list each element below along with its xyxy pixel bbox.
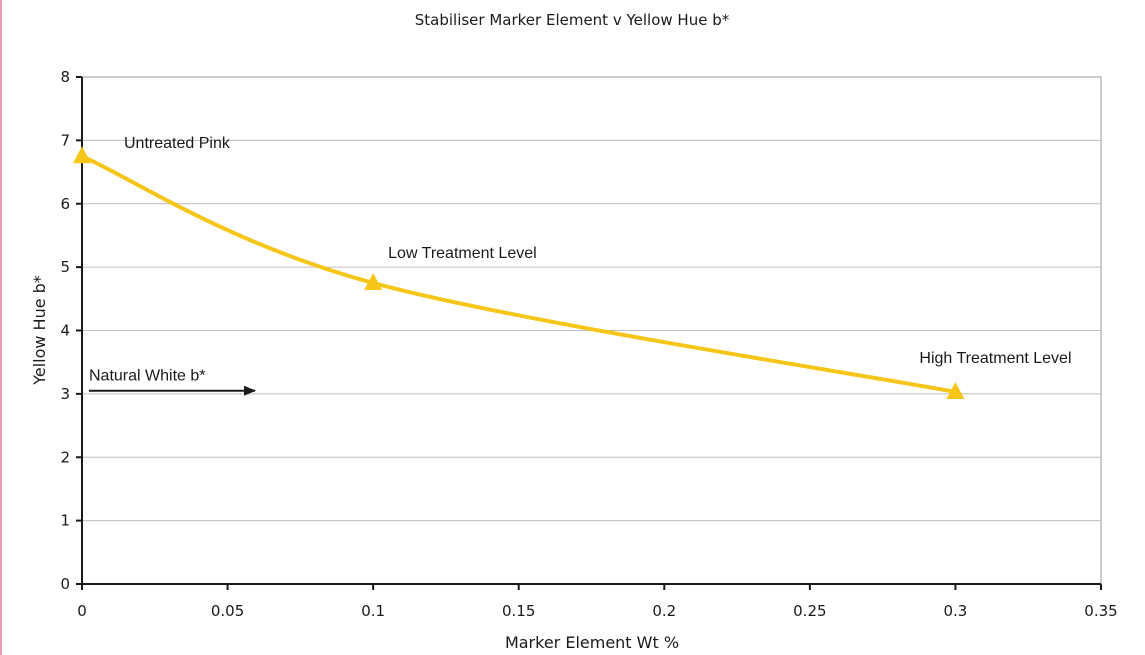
x-tick-label: 0.35 — [1084, 602, 1117, 620]
y-tick-label: 6 — [60, 195, 70, 213]
series-line — [80, 154, 958, 394]
x-axis-label: Marker Element Wt % — [505, 633, 679, 652]
y-tick-label: 3 — [60, 385, 70, 403]
x-axis-ticks: 0 0.05 0.1 0.15 0.2 0.25 0.3 0.35 — [77, 584, 1118, 620]
x-tick-label: 0 — [77, 602, 87, 620]
x-tick-label: 0.1 — [361, 602, 385, 620]
y-axis-ticks: 0 1 2 3 4 5 6 7 8 — [60, 68, 82, 593]
y-tick-label: 1 — [60, 512, 70, 530]
y-tick-label: 7 — [60, 131, 70, 149]
left-border — [0, 0, 2, 655]
x-tick-label: 0.2 — [652, 602, 676, 620]
data-point-marker — [73, 146, 91, 164]
annotation-label: Natural White b* — [89, 368, 206, 385]
x-tick-label: 0.05 — [211, 602, 244, 620]
y-tick-label: 4 — [60, 322, 70, 340]
y-tick-label: 5 — [60, 258, 70, 276]
y-tick-label: 2 — [60, 448, 70, 466]
y-axis-label: Yellow Hue b* — [30, 275, 49, 386]
data-point-marker — [364, 272, 383, 290]
x-tick-label: 0.3 — [943, 602, 967, 620]
x-tick-label: 0.15 — [502, 602, 535, 620]
data-point-label: High Treatment Level — [919, 350, 1071, 367]
y-tick-label: 0 — [60, 575, 70, 593]
data-point-label: Untreated Pink — [124, 135, 231, 152]
y-tick-label: 8 — [60, 68, 70, 86]
chart-title: Stabiliser Marker Element v Yellow Hue b… — [415, 11, 730, 29]
data-point-marker — [946, 381, 965, 399]
x-tick-label: 0.25 — [793, 602, 826, 620]
data-point-label: Low Treatment Level — [388, 245, 537, 262]
annotation-layer: Natural White b* — [89, 368, 256, 396]
series-layer: Untreated Pink Low Treatment Level High Tr… — [73, 135, 1072, 399]
